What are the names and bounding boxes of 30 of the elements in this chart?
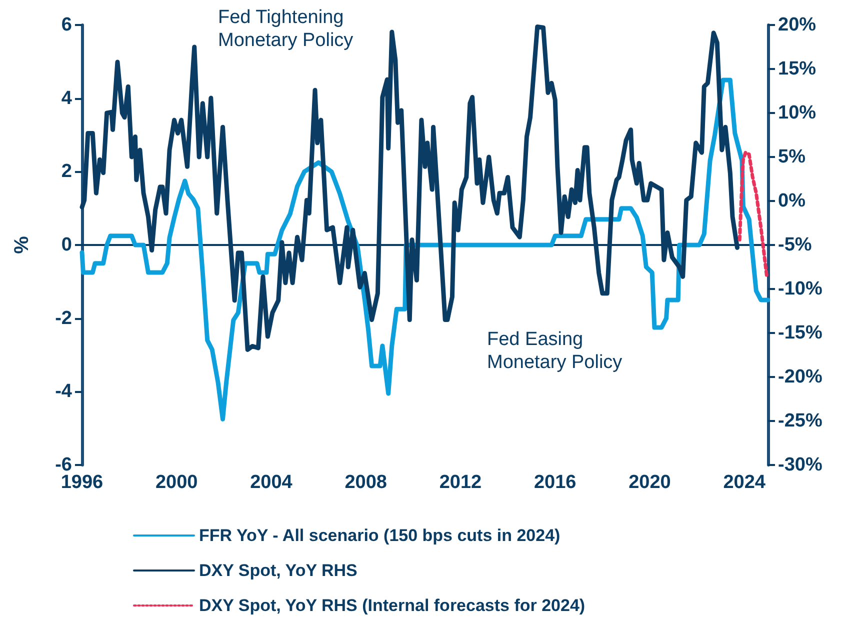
legend-label: FFR YoY - All scenario (150 bps cuts in 2024) bbox=[199, 526, 560, 545]
y2-tick-label: -25% bbox=[778, 410, 822, 432]
x-tick-label: 2000 bbox=[155, 472, 198, 493]
legend-label: DXY Spot, YoY RHS bbox=[199, 561, 358, 580]
y2-tick-label: -15% bbox=[778, 322, 822, 344]
y-axis-title: % bbox=[11, 236, 33, 254]
legend-label: DXY Spot, YoY RHS (Internal forecasts for 2024) bbox=[199, 596, 586, 615]
y2-tick-label: -10% bbox=[778, 278, 822, 300]
y2-tick-label: 10% bbox=[778, 102, 816, 124]
x-tick-label: 2020 bbox=[628, 472, 671, 493]
y2-tick-label: 5% bbox=[778, 146, 806, 168]
y2-tick-label: -5% bbox=[778, 234, 812, 256]
y2-tick-label: -30% bbox=[778, 454, 822, 476]
y-tick-label: -4 bbox=[55, 381, 72, 402]
y2-tick-label: 15% bbox=[778, 58, 816, 80]
y-tick-label: -2 bbox=[55, 308, 72, 329]
x-tick-label: 2016 bbox=[534, 472, 576, 493]
y-tick-label: 2 bbox=[61, 161, 72, 182]
annotation: Fed Tightening Monetary Policy bbox=[218, 7, 354, 51]
y-tick-label: 4 bbox=[61, 88, 72, 109]
x-tick-label: 2012 bbox=[439, 472, 482, 493]
y2-tick-label: 0% bbox=[778, 190, 806, 212]
x-tick-label: 2004 bbox=[250, 472, 293, 493]
x-tick-label: 2008 bbox=[344, 472, 388, 493]
y2-tick-label: 20% bbox=[778, 14, 816, 36]
annotation: Fed Easing Monetary Policy bbox=[487, 329, 623, 373]
y2-tick-label: -20% bbox=[778, 366, 822, 388]
x-tick-label: 2024 bbox=[723, 472, 766, 493]
y-tick-label: 0 bbox=[61, 234, 72, 256]
y-tick-label: 6 bbox=[61, 14, 72, 36]
